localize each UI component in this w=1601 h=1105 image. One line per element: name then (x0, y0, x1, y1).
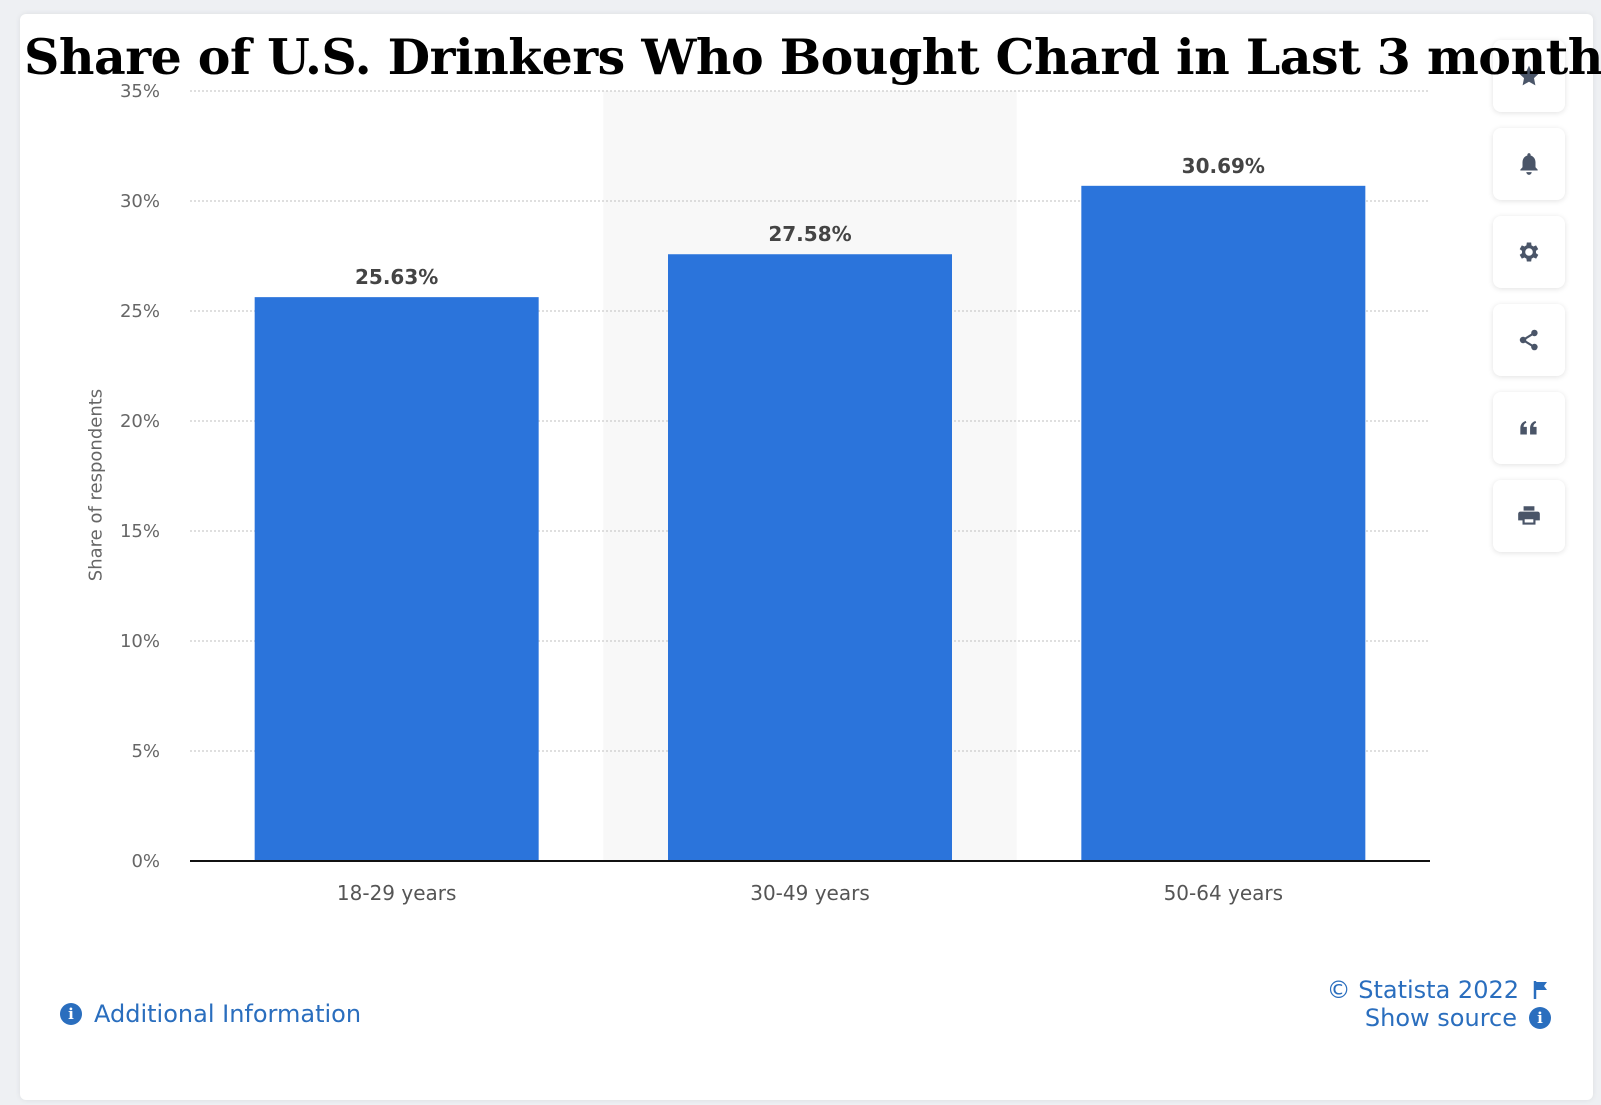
data-label: 25.63% (355, 265, 438, 289)
bar (1081, 185, 1366, 861)
data-label: 27.58% (768, 222, 851, 246)
star-icon (1518, 65, 1540, 86)
y-tick-label: 5% (131, 741, 160, 762)
bar (668, 254, 952, 862)
additional-information-label: Additional Information (94, 1000, 362, 1028)
data-label: 30.69% (1182, 154, 1265, 178)
additional-information-link[interactable]: i Additional Information (60, 1000, 361, 1028)
y-tick-label: 20% (120, 411, 160, 432)
quote-icon (1520, 420, 1537, 435)
notification-button[interactable] (1493, 128, 1565, 200)
copyright-notice: © Statista 2022 (1327, 976, 1549, 1004)
y-tick-label: 15% (120, 521, 160, 542)
print-icon (1518, 506, 1540, 525)
share-button[interactable] (1493, 304, 1565, 376)
cite-button[interactable] (1493, 392, 1565, 464)
bell-icon (1520, 153, 1538, 175)
share-icon (1519, 329, 1538, 351)
x-tick-label: 50-64 years (1164, 881, 1284, 905)
copyright-text: © Statista 2022 (1326, 976, 1519, 1004)
y-tick-label: 30% (120, 191, 160, 212)
flag-icon[interactable] (1533, 980, 1549, 1000)
side-toolbar (1493, 40, 1565, 568)
y-axis-label: Share of respondents (85, 388, 107, 582)
y-tick-label: 35% (120, 81, 160, 102)
info-icon: i (1529, 1007, 1551, 1029)
gear-icon (1519, 242, 1539, 262)
favorite-button[interactable] (1493, 40, 1565, 112)
y-tick-label: 25% (120, 301, 160, 322)
show-source-label: Show source (1364, 1004, 1517, 1032)
y-tick-label: 0% (131, 851, 160, 872)
print-button[interactable] (1493, 480, 1565, 552)
show-source-link[interactable]: Show source i (1365, 1004, 1551, 1032)
x-tick-label: 30-49 years (750, 881, 870, 905)
y-tick-label: 10% (120, 631, 160, 652)
chart-title: Share of U.S. Drinkers Who Bought Chard … (24, 28, 1601, 86)
x-tick-label: 18-29 years (337, 881, 457, 905)
info-icon: i (60, 1003, 82, 1025)
bar (254, 297, 539, 861)
settings-button[interactable] (1493, 216, 1565, 288)
